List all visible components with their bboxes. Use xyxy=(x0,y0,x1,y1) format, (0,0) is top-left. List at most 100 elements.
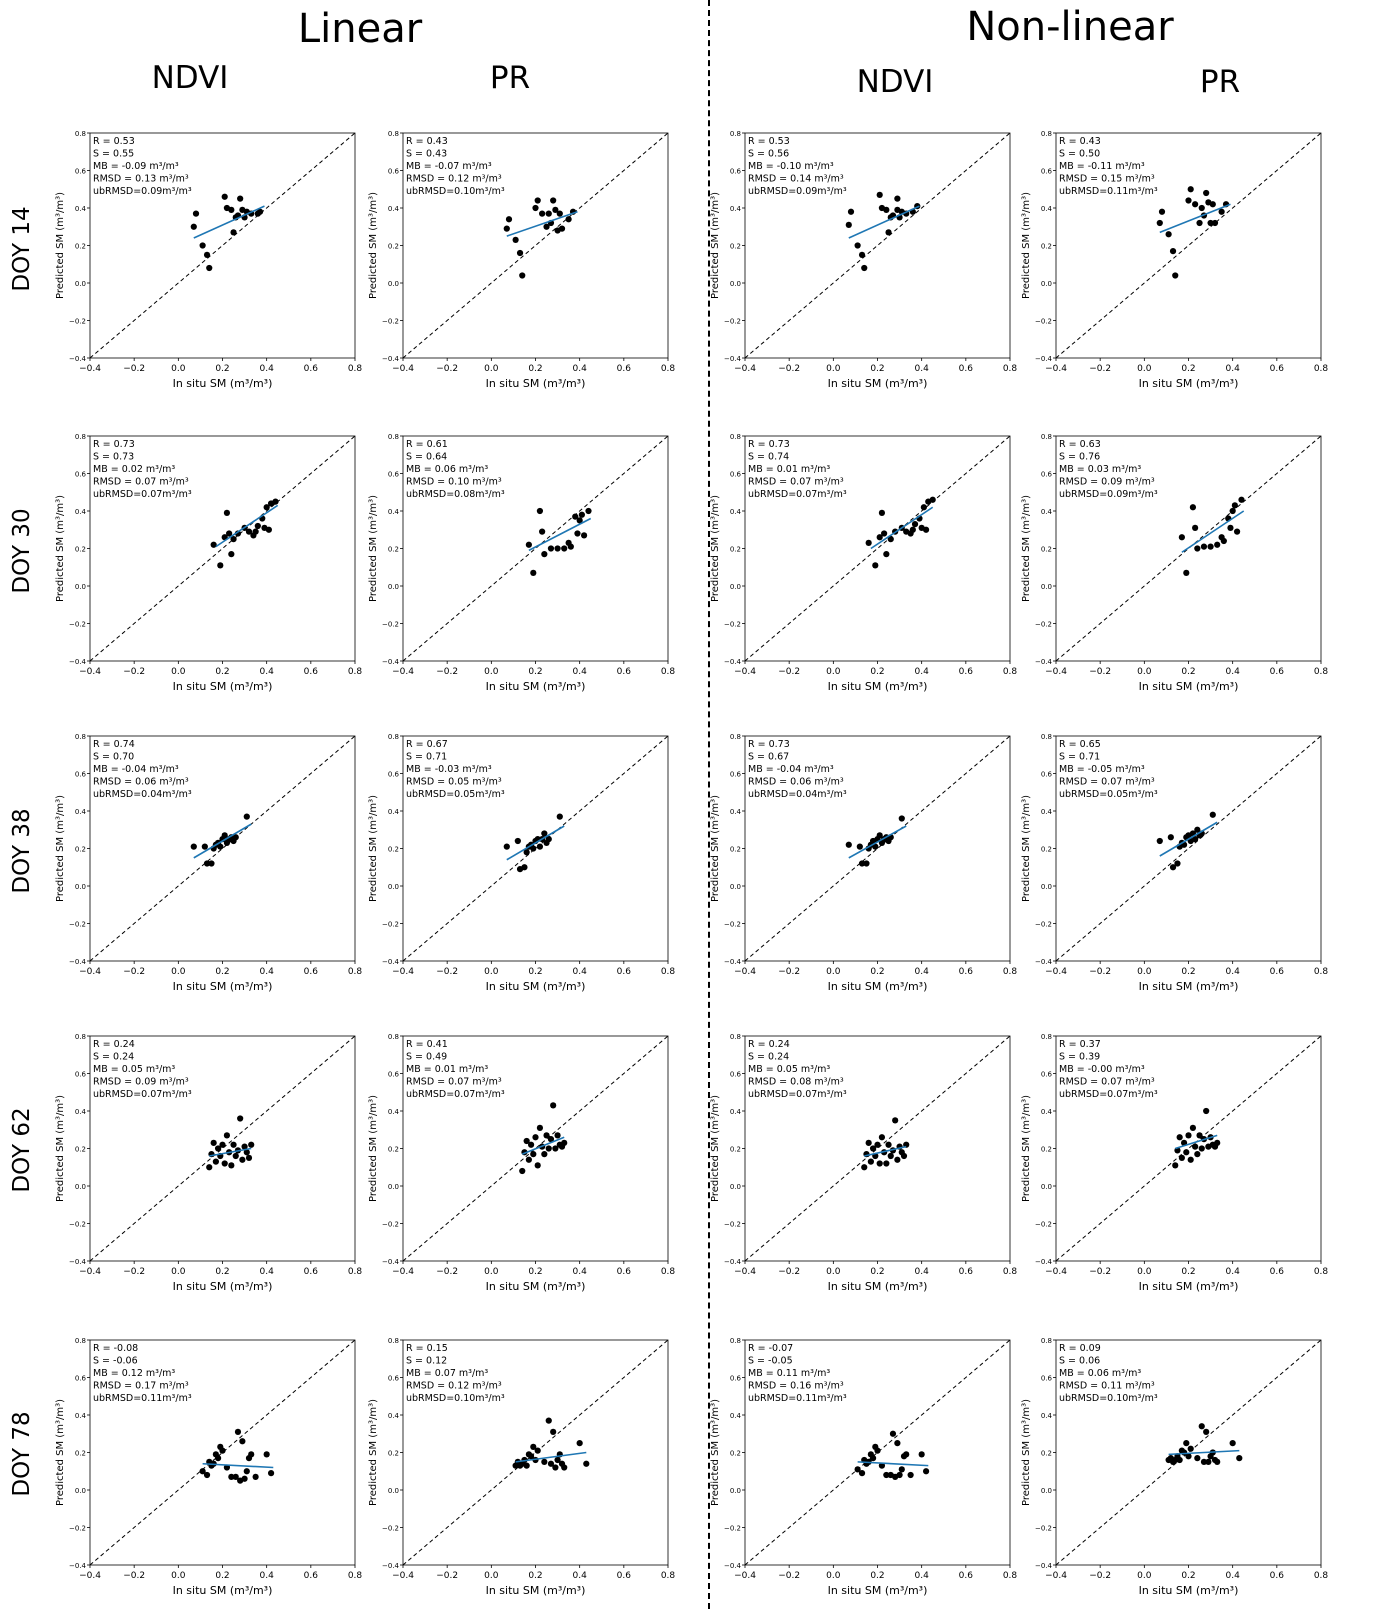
data-point xyxy=(519,1167,526,1175)
y-tick-label: 0.8 xyxy=(730,1033,741,1041)
y-tick-label: 0.2 xyxy=(75,1146,86,1154)
x-tick-label: −0.4 xyxy=(79,667,101,677)
x-tick-label: 0.4 xyxy=(915,667,930,677)
y-tick-label: 0.4 xyxy=(1041,508,1053,516)
stat-line: ubRMSD=0.07m³/m³ xyxy=(748,489,847,500)
data-point xyxy=(1231,502,1238,509)
data-point xyxy=(854,1466,861,1473)
data-point xyxy=(876,832,883,839)
x-tick-label: 0.0 xyxy=(171,967,186,977)
data-point xyxy=(881,530,888,537)
y-tick-label: 0.4 xyxy=(75,1108,87,1116)
scatter-panel-17: −0.4−0.4 −0.2 −0.2 0.0 0.0 0.2 0.2 0.4 0.4 0.6 0.6… xyxy=(55,1337,363,1597)
regression-line xyxy=(215,504,279,548)
data-point xyxy=(1203,189,1210,197)
data-point xyxy=(199,1468,206,1475)
stat-line: S = 0.43 xyxy=(406,149,447,160)
x-tick-label: 0.4 xyxy=(1226,667,1241,677)
x-axis-label: In situ SM (m³/m³) xyxy=(828,377,928,390)
data-point xyxy=(847,208,855,215)
stat-line: R = 0.74 xyxy=(93,739,135,750)
x-tick-label: 0.8 xyxy=(348,1571,363,1581)
regression-line xyxy=(1159,821,1218,857)
data-point xyxy=(239,1438,246,1445)
y-tick-label: 0.2 xyxy=(75,546,86,554)
stat-line: S = 0.24 xyxy=(748,1052,789,1063)
x-tick-label: −0.2 xyxy=(778,667,800,677)
x-tick-label: −0.2 xyxy=(1089,1571,1111,1581)
data-point xyxy=(541,1151,548,1158)
x-tick-label: 0.0 xyxy=(171,1267,186,1277)
data-point xyxy=(221,1160,228,1167)
y-tick-label: −0.2 xyxy=(382,1525,399,1533)
data-point xyxy=(527,1141,535,1148)
data-point xyxy=(206,264,213,272)
x-axis-label: In situ SM (m³/m³) xyxy=(486,377,586,390)
x-tick-label: −0.4 xyxy=(734,1267,756,1277)
y-tick-label: −0.2 xyxy=(69,621,86,629)
data-point xyxy=(547,545,555,552)
y-axis-label: Predicted SM (m³/m³) xyxy=(55,495,66,602)
y-tick-label: 0.4 xyxy=(75,508,87,516)
data-point xyxy=(874,1447,881,1454)
y-tick-label: 0.2 xyxy=(388,546,399,554)
data-point xyxy=(556,813,563,820)
x-tick-label: 0.6 xyxy=(1270,967,1285,977)
y-tick-label: −0.2 xyxy=(1035,1525,1052,1533)
x-tick-label: 0.6 xyxy=(959,1571,974,1581)
y-tick-label: 0.6 xyxy=(75,471,87,479)
data-point xyxy=(256,208,264,215)
x-tick-label: −0.2 xyxy=(123,1267,145,1277)
x-tick-label: −0.4 xyxy=(1045,667,1067,677)
stat-line: S = 0.49 xyxy=(406,1052,447,1063)
data-point xyxy=(552,206,559,213)
data-point xyxy=(1183,1440,1190,1447)
regression-line xyxy=(1181,510,1245,553)
x-tick-label: 0.6 xyxy=(617,364,632,374)
data-point xyxy=(512,236,519,243)
x-tick-label: 0.2 xyxy=(528,1267,542,1277)
data-point xyxy=(1165,231,1172,238)
x-tick-label: 0.8 xyxy=(1003,364,1018,374)
stat-line: RMSD = 0.06 m³/m³ xyxy=(748,777,844,788)
data-point xyxy=(545,1417,552,1424)
data-point xyxy=(219,1447,226,1454)
data-point xyxy=(547,1136,555,1143)
data-point xyxy=(545,836,552,843)
x-tick-label: 0.8 xyxy=(1003,667,1018,677)
stat-line: S = 0.12 xyxy=(406,1356,447,1367)
one-to-one-line xyxy=(1055,435,1322,662)
stat-line: S = 0.67 xyxy=(748,752,789,763)
data-point xyxy=(907,1471,914,1479)
y-tick-label: 0.6 xyxy=(1041,168,1053,176)
stat-line: ubRMSD=0.07m³/m³ xyxy=(748,1089,847,1100)
y-tick-label: 0.8 xyxy=(75,1033,86,1041)
y-tick-label: 0.4 xyxy=(75,808,87,816)
x-tick-label: 0.4 xyxy=(573,667,588,677)
data-point xyxy=(1209,201,1216,208)
x-axis-label: In situ SM (m³/m³) xyxy=(828,980,928,993)
scatter-panel-15: −0.4−0.4 −0.2 −0.2 0.0 0.0 0.2 0.2 0.4 0.4 0.6 0.6… xyxy=(710,1033,1017,1293)
data-point xyxy=(234,1428,242,1435)
x-tick-label: 0.0 xyxy=(826,1267,841,1277)
stat-line: MB = -0.07 m³/m³ xyxy=(406,161,492,172)
x-tick-label: 0.8 xyxy=(348,1267,363,1277)
y-tick-label: −0.2 xyxy=(69,318,86,326)
data-point xyxy=(1192,524,1199,531)
x-tick-label: −0.2 xyxy=(1089,967,1111,977)
data-point xyxy=(241,1475,248,1482)
stat-line: MB = 0.02 m³/m³ xyxy=(93,464,175,475)
data-point xyxy=(1185,1453,1192,1460)
y-tick-label: −0.2 xyxy=(382,1221,399,1229)
regression-line xyxy=(202,1462,274,1469)
y-tick-label: −0.2 xyxy=(69,1525,86,1533)
x-tick-label: 0.0 xyxy=(1137,1571,1152,1581)
x-tick-label: −0.4 xyxy=(392,1571,414,1581)
data-point xyxy=(878,509,886,516)
data-point xyxy=(210,541,217,548)
one-to-one-line xyxy=(744,1339,1011,1566)
y-tick-label: 0.4 xyxy=(1041,1108,1053,1116)
x-tick-label: 0.8 xyxy=(1314,364,1329,374)
data-point xyxy=(883,1471,890,1479)
one-to-one-line xyxy=(89,735,356,962)
